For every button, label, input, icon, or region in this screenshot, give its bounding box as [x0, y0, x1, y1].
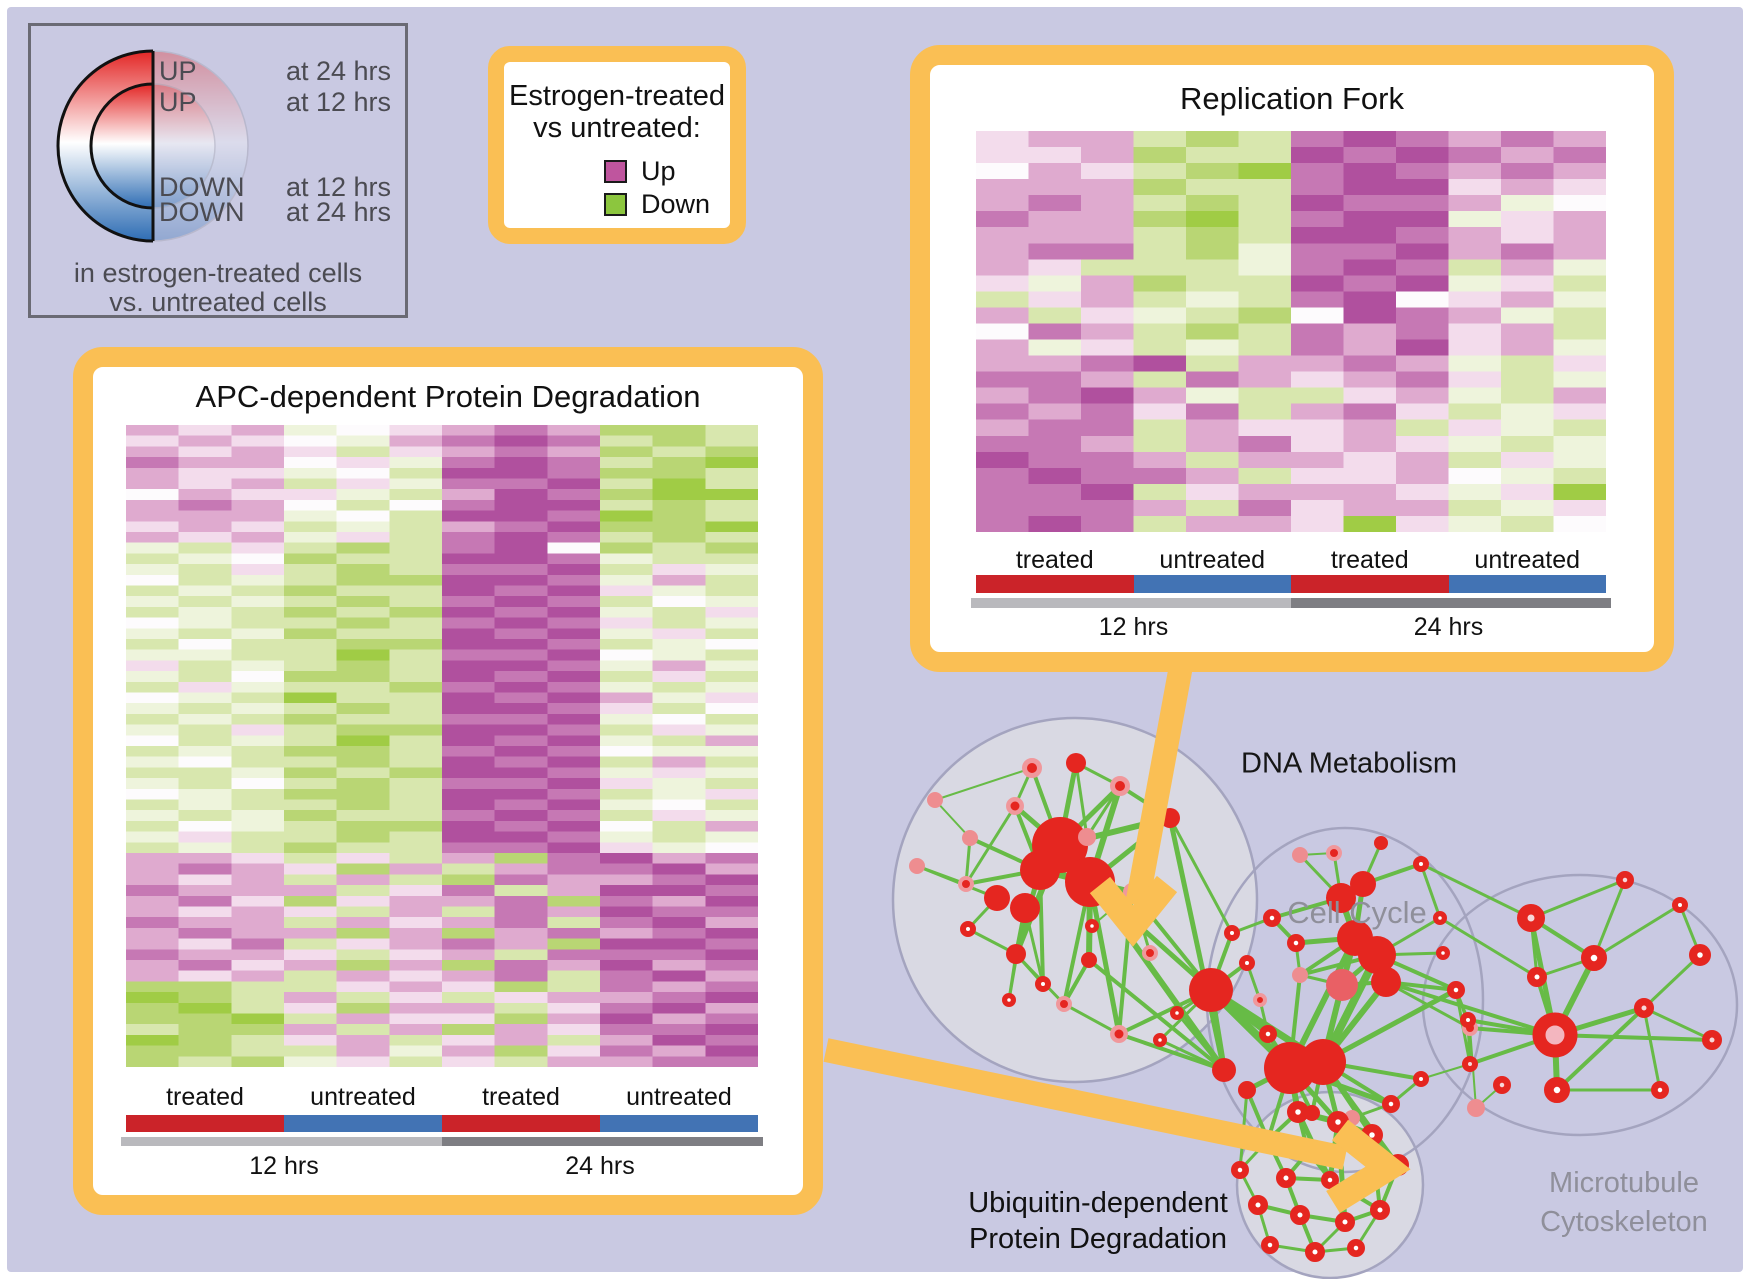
time-label-24hrs: 24 hrs: [565, 1152, 635, 1180]
microtubule-cytoskeleton-label: Microtubule Cytoskeleton: [1540, 1164, 1708, 1242]
decoder-row-down-12: DOWN at 12 hrs: [159, 172, 391, 202]
group-label-treated: treated: [1330, 546, 1409, 574]
microtubule-label-line2: Cytoskeleton: [1540, 1206, 1708, 1238]
decoder-row-up-24: UP at 24 hrs: [159, 56, 391, 86]
decoder-row-up-12: UP at 12 hrs: [159, 87, 391, 117]
group-label-treated: treated: [166, 1083, 244, 1111]
decoder-time: at 24 hrs: [285, 197, 391, 227]
down-color-swatch: [604, 193, 627, 216]
replication-fork-heatmap: [976, 131, 1606, 532]
rf-time-labels: 12 hrs 24 hrs: [976, 613, 1606, 642]
untreated-bar: [600, 1115, 758, 1132]
rf-group-labels: treated untreated treated untreated: [976, 546, 1606, 575]
legend-item-label: Up: [641, 156, 676, 186]
apc-time-colorbar: [121, 1137, 763, 1146]
apc-heatmap: [126, 425, 758, 1067]
group-label-treated: treated: [1015, 546, 1094, 574]
decoder-time: at 12 hrs: [285, 87, 391, 117]
decoder-direction: DOWN: [159, 197, 245, 227]
group-label-untreated: untreated: [1159, 546, 1266, 574]
microtubule-label-line1: Microtubule: [1549, 1167, 1699, 1199]
ubiquitin-label-line1: Ubiquitin-dependent: [968, 1187, 1228, 1219]
decoder-footer-line1: in estrogen-treated cells: [73, 258, 363, 288]
legend-item-down: Down: [604, 189, 710, 220]
ubiquitin-degradation-label: Ubiquitin-dependent Protein Degradation: [968, 1185, 1228, 1257]
group-label-untreated: untreated: [1474, 546, 1581, 574]
apc-treatment-colorbar: [126, 1115, 758, 1132]
legend-item-label: Down: [641, 189, 711, 219]
ubiquitin-label-line2: Protein Degradation: [969, 1223, 1227, 1255]
decoder-row-down-24: DOWN at 24 hrs: [159, 197, 391, 227]
decoder-time: at 12 hrs: [285, 172, 391, 202]
concentric-ring-glyph: [56, 49, 249, 243]
time-label-12hrs: 12 hrs: [249, 1152, 319, 1180]
estrogen-legend-box: Estrogen-treated vs untreated: Up Down: [488, 46, 746, 244]
dna-metabolism-label: DNA Metabolism: [1241, 747, 1457, 780]
rf-treatment-colorbar: [976, 575, 1606, 593]
time-bar-24hrs: [1291, 598, 1611, 608]
ring-decoder-legend: UP at 24 hrs UP at 12 hrs DOWN at 12 hrs…: [28, 23, 408, 318]
treated-bar: [1291, 575, 1449, 593]
time-bar-24hrs: [442, 1137, 763, 1146]
decoder-time: at 24 hrs: [285, 56, 391, 86]
replication-fork-title: Replication Fork: [1180, 81, 1404, 116]
estrogen-legend-title-line2: vs untreated:: [533, 112, 701, 144]
apc-panel-title: APC-dependent Protein Degradation: [195, 379, 701, 414]
time-bar-12hrs: [971, 598, 1291, 608]
apc-group-labels: treated untreated treated untreated: [126, 1083, 758, 1112]
time-bar-12hrs: [121, 1137, 442, 1146]
group-label-untreated: untreated: [626, 1083, 732, 1111]
treated-bar: [976, 575, 1134, 593]
time-label-24hrs: 24 hrs: [1413, 613, 1484, 641]
untreated-bar: [1448, 575, 1606, 593]
decoder-direction: UP: [159, 56, 197, 86]
treated-bar: [442, 1115, 600, 1132]
decoder-footer-line2: vs. untreated cells: [109, 287, 327, 317]
untreated-bar: [284, 1115, 442, 1132]
cell-cycle-label: Cell Cycle: [1287, 895, 1427, 930]
group-label-untreated: untreated: [310, 1083, 416, 1111]
decoder-direction: UP: [159, 87, 197, 117]
apc-time-labels: 12 hrs 24 hrs: [126, 1152, 758, 1181]
group-label-treated: treated: [482, 1083, 560, 1111]
rf-time-colorbar: [971, 598, 1611, 608]
replication-fork-panel: Replication Fork treated untreated treat…: [910, 45, 1674, 672]
legend-item-up: Up: [604, 156, 676, 187]
untreated-bar: [1133, 575, 1291, 593]
ring-solid-half: [56, 49, 153, 243]
decoder-direction: DOWN: [159, 172, 245, 202]
time-label-12hrs: 12 hrs: [1098, 613, 1169, 641]
up-color-swatch: [604, 160, 627, 183]
treated-bar: [126, 1115, 284, 1132]
apc-heatmap-panel: APC-dependent Protein Degradation treate…: [73, 347, 823, 1215]
estrogen-legend-title-line1: Estrogen-treated: [508, 80, 725, 112]
